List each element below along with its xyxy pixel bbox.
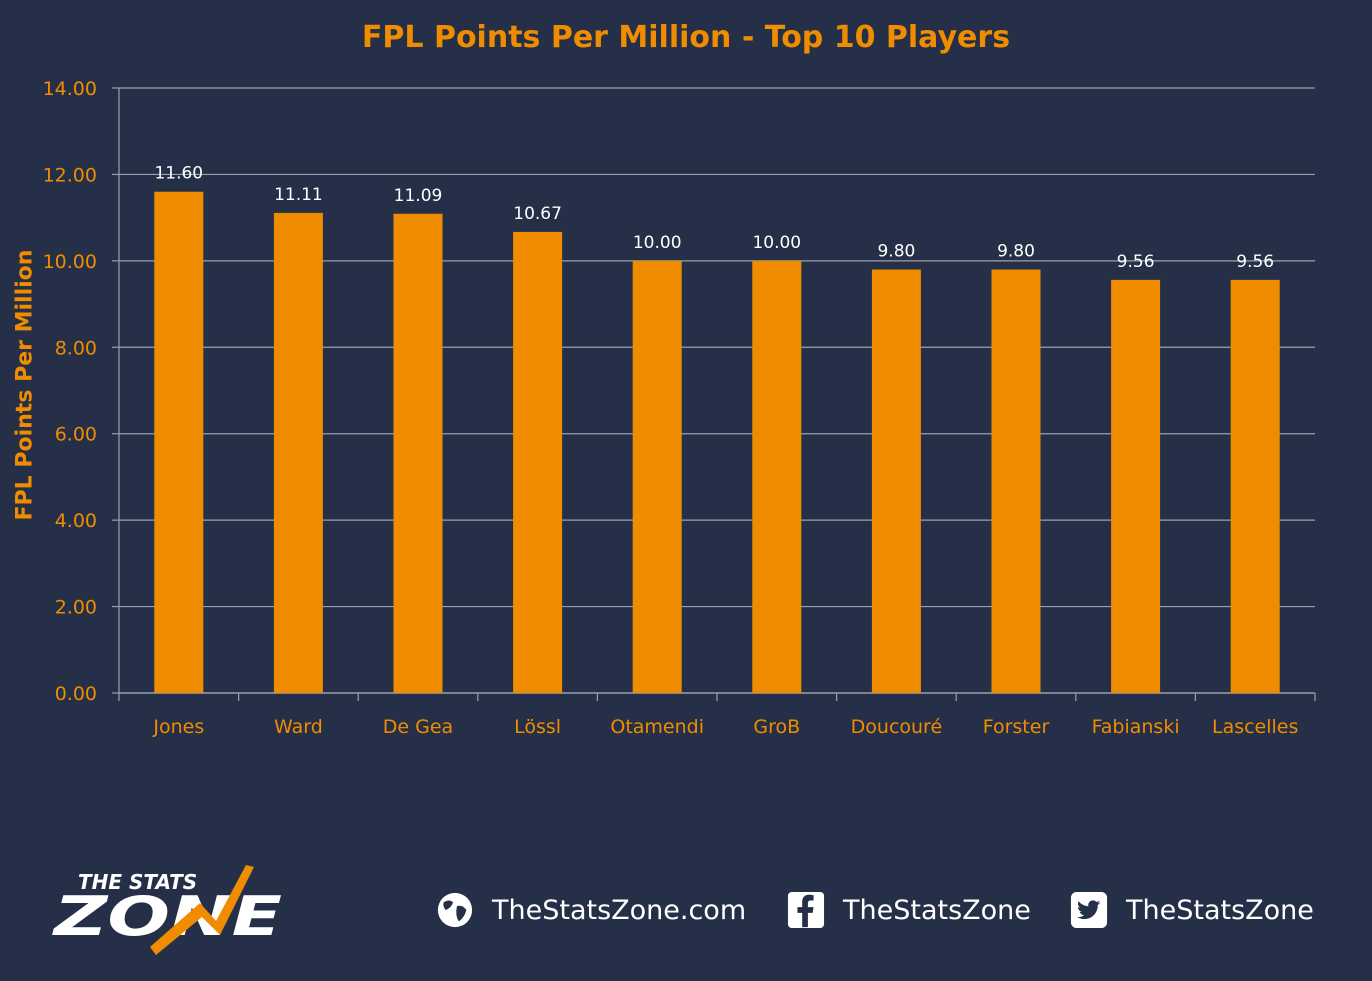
data-label: 10.67 [513,204,562,224]
y-tick-label: 0.00 [55,683,97,705]
x-tick-label: Jones [152,716,204,738]
x-tick-label: Fabianski [1092,716,1180,738]
footer-facebook[interactable]: TheStatsZone [787,890,1031,930]
bar [632,260,682,693]
logo-text-top: THE STATS [78,870,197,894]
x-tick-label: Lössl [514,716,561,738]
globe-icon [437,892,473,928]
x-tick-label: Otamendi [610,716,704,738]
facebook-icon [787,891,825,929]
data-label: 9.56 [1236,252,1274,272]
data-label: 10.00 [633,233,682,253]
x-tick-label: Ward [274,716,323,738]
x-tick-label: De Gea [383,716,453,738]
bar-chart: 0.00 2.00 4.00 6.00 8.00 10.00 12.00 14.00 11.60… [43,78,1316,738]
data-label: 11.11 [274,185,323,205]
footer-twitter[interactable]: TheStatsZone [1070,890,1314,930]
x-tick-label: Lascelles [1212,716,1298,738]
bar [154,191,204,693]
x-tick-label: Forster [983,716,1050,738]
y-tick-label: 8.00 [55,337,97,359]
stats-zone-logo: THE STATS ZONE [51,865,282,955]
footer-website[interactable]: TheStatsZone.com [436,890,746,930]
bar [871,269,921,693]
data-label: 9.56 [1117,252,1155,272]
y-tick-label: 6.00 [55,424,97,446]
bar [513,231,563,693]
bar [1230,279,1280,693]
x-tick-label: GroB [753,716,800,738]
bar [393,213,443,693]
y-tick-label: 2.00 [55,597,97,619]
footer: THE STATS ZONE TheStatsZone.com TheStats… [0,830,1372,981]
y-tick-label: 12.00 [43,164,97,186]
y-tick-label: 4.00 [55,510,97,532]
logo-swoosh-icon [150,865,254,955]
data-label: 11.09 [394,186,443,206]
bar [1111,279,1161,693]
data-label: 9.80 [877,242,915,262]
data-label: 9.80 [997,242,1035,262]
y-tick-label: 14.00 [43,78,97,100]
bar [273,212,323,693]
chart-title: FPL Points Per Million - Top 10 Players [361,20,1011,55]
bar [752,260,802,693]
twitter-text: TheStatsZone [1126,894,1314,926]
data-label: 10.00 [752,233,801,253]
facebook-text: TheStatsZone [843,894,1031,926]
twitter-icon [1070,891,1108,929]
bar [991,269,1041,693]
data-label: 11.60 [154,164,203,184]
website-text: TheStatsZone.com [492,894,747,926]
y-tick-label: 10.00 [43,251,97,273]
x-tick-label: Doucouré [851,716,943,738]
